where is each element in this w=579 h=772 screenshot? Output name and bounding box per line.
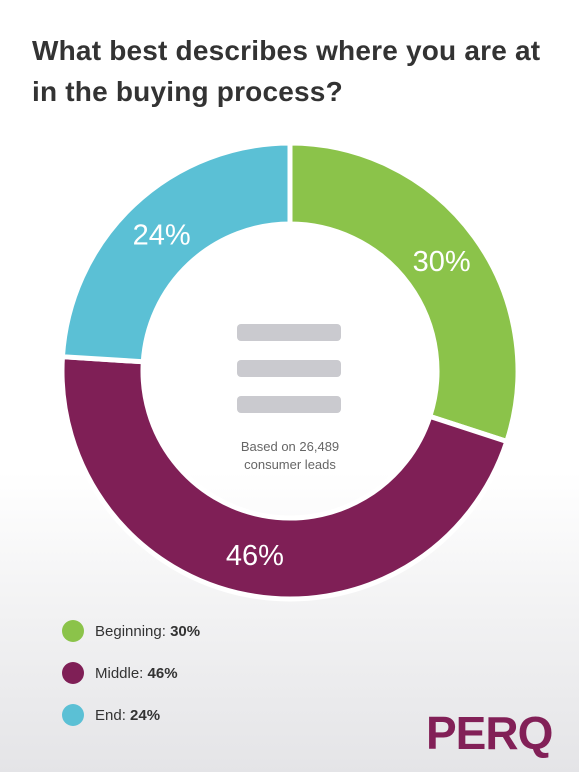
slice-label-end: 24% bbox=[133, 219, 191, 251]
center-note-line-1: Based on 26,489 bbox=[241, 439, 339, 454]
legend-swatch bbox=[62, 620, 84, 642]
slice-label-middle: 46% bbox=[226, 540, 284, 572]
slice-middle bbox=[59, 354, 510, 602]
slice-end bbox=[59, 140, 293, 365]
legend-swatch bbox=[62, 704, 84, 726]
slice-label-beginning: 30% bbox=[413, 246, 471, 278]
legend-item-end: End: 24% bbox=[62, 704, 200, 726]
chart-title: What best describes where you are at in … bbox=[32, 35, 541, 107]
center-note-line-2: consumer leads bbox=[244, 457, 336, 472]
legend-value: 24% bbox=[130, 706, 161, 724]
legend-value: 46% bbox=[147, 664, 178, 682]
legend-item-beginning: Beginning: 30% bbox=[62, 620, 200, 642]
menu-lines-icon bbox=[237, 324, 341, 413]
legend-swatch bbox=[62, 662, 84, 684]
legend-item-middle: Middle: 46% bbox=[62, 662, 200, 684]
legend-label: Beginning: 30% bbox=[95, 622, 201, 640]
legend-value: 30% bbox=[170, 622, 201, 640]
slice-beginning bbox=[287, 140, 521, 445]
legend: Beginning: 30% Middle: 46% End: 24% bbox=[62, 620, 200, 746]
legend-label: End: 24% bbox=[95, 706, 161, 724]
perq-logo: PERQ bbox=[426, 707, 553, 759]
legend-label: Middle: 46% bbox=[95, 664, 178, 682]
